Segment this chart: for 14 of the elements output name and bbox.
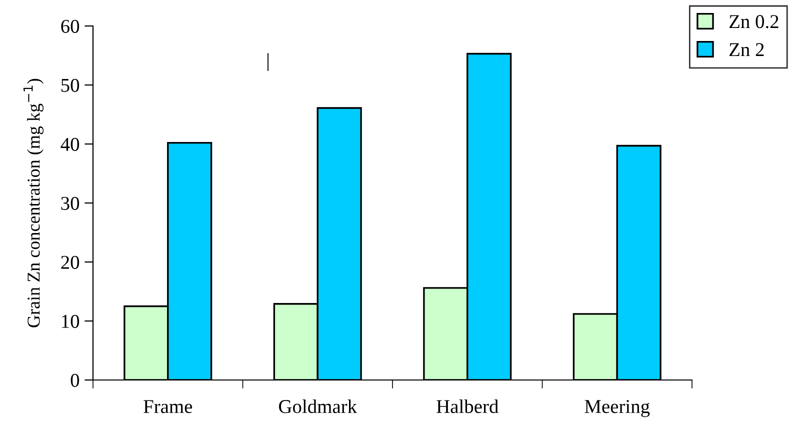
y-axis-title: Grain Zn concentration (mg kg$^{−1}$) [23,78,44,328]
x-tick-label: Halberd [436,399,498,414]
legend-label: Zn 2 [730,43,764,56]
y-tick-label: 10 [62,314,80,328]
x-tick-label: Frame [144,400,192,414]
y-tick-label: 0 [70,374,80,387]
x-tick-label: Meering [584,400,650,418]
x-tick-label: Goldmark [279,399,358,414]
y-tick-label: 40 [60,138,80,151]
y-tick-label: 50 [61,78,80,92]
y-tick-label: 30 [61,196,80,210]
y-tick-label: 60 [61,20,80,33]
y-tick-label: 20 [61,256,80,269]
legend-label: Zn 0.2 [730,15,778,28]
